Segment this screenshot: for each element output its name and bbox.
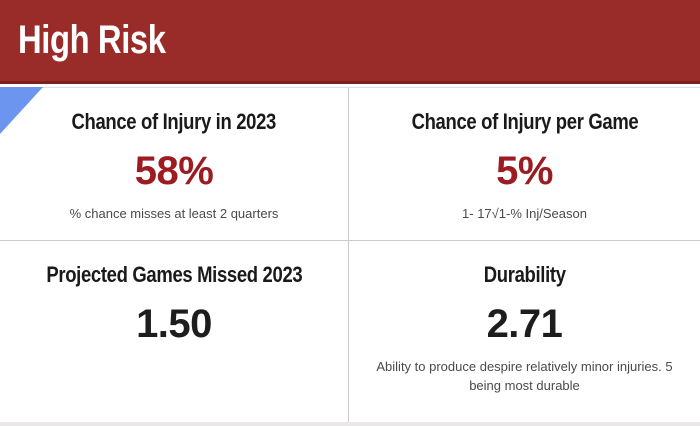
- stats-grid: Chance of Injury in 2023 58% % chance mi…: [0, 87, 700, 423]
- stat-card-injury-per-game: Chance of Injury per Game 5% 1- 17√1-% I…: [349, 88, 700, 241]
- stat-title: Chance of Injury in 2023: [71, 109, 277, 134]
- risk-header: High Risk: [0, 0, 700, 84]
- stat-card-injury-2023: Chance of Injury in 2023 58% % chance mi…: [0, 88, 349, 241]
- stat-card-durability: Durability 2.71 Ability to produce despi…: [349, 241, 700, 423]
- stat-value: 5%: [496, 149, 553, 194]
- page-title: High Risk: [18, 18, 166, 62]
- stat-card-games-missed: Projected Games Missed 2023 1.50: [0, 241, 349, 423]
- stat-title: Chance of Injury per Game: [411, 109, 638, 134]
- stat-caption: 1- 17√1-% Inj/Season: [462, 206, 587, 222]
- stat-value: 2.71: [486, 302, 563, 347]
- stat-value: 58%: [134, 149, 214, 194]
- stat-value: 1.50: [136, 302, 212, 347]
- stat-caption: % chance misses at least 2 quarters: [69, 206, 279, 222]
- stat-title: Durability: [483, 262, 566, 287]
- corner-triangle-decoration: [0, 87, 43, 134]
- stat-title: Projected Games Missed 2023: [46, 262, 302, 287]
- bottom-edge-strip: [0, 422, 700, 426]
- stat-caption: Ability to produce despire relatively mi…: [376, 359, 673, 394]
